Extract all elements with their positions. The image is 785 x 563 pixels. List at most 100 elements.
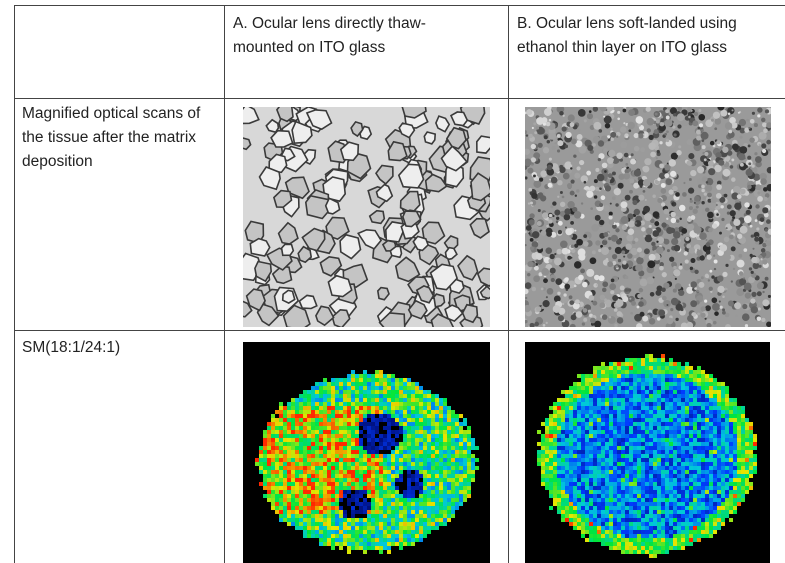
texture <box>645 478 649 482</box>
texture <box>730 210 736 216</box>
texture <box>383 482 387 486</box>
texture <box>571 139 577 145</box>
texture <box>629 418 633 422</box>
texture <box>585 442 589 446</box>
texture <box>343 526 347 530</box>
texture <box>311 478 315 482</box>
texture <box>669 430 673 434</box>
texture <box>670 308 673 311</box>
texture <box>655 290 661 296</box>
texture <box>323 474 327 478</box>
texture <box>403 382 407 386</box>
texture <box>761 318 765 322</box>
texture <box>673 289 677 293</box>
texture <box>597 406 601 410</box>
texture <box>737 478 741 482</box>
texture <box>629 482 633 486</box>
texture <box>287 518 291 522</box>
texture <box>703 196 706 199</box>
texture <box>303 506 307 510</box>
texture <box>283 422 287 426</box>
texture <box>625 442 629 446</box>
texture <box>435 458 439 462</box>
texture <box>689 398 693 402</box>
texture <box>697 382 701 386</box>
texture <box>585 402 589 406</box>
texture <box>597 386 601 390</box>
texture <box>565 410 569 414</box>
texture <box>303 470 307 474</box>
texture <box>593 442 597 446</box>
texture <box>327 414 331 418</box>
texture <box>705 414 709 418</box>
texture <box>383 530 387 534</box>
texture <box>415 414 419 418</box>
texture <box>387 402 391 406</box>
texture <box>439 406 443 410</box>
texture <box>295 406 299 410</box>
texture <box>575 195 577 197</box>
texture <box>701 486 705 490</box>
texture <box>679 218 681 220</box>
texture <box>555 278 562 285</box>
texture <box>411 466 415 470</box>
texture <box>343 534 347 538</box>
texture <box>673 370 677 374</box>
texture <box>475 458 479 462</box>
texture <box>725 414 729 418</box>
texture <box>633 362 637 366</box>
texture <box>311 462 315 466</box>
texture <box>725 390 729 394</box>
texture <box>753 434 757 438</box>
texture <box>569 406 573 410</box>
texture <box>571 314 577 320</box>
texture <box>375 418 379 422</box>
texture <box>267 434 271 438</box>
texture <box>733 430 737 434</box>
texture <box>554 210 560 216</box>
texture <box>665 414 669 418</box>
texture <box>613 442 617 446</box>
texture <box>299 474 303 478</box>
texture <box>660 118 664 122</box>
texture <box>601 386 605 390</box>
texture <box>581 394 585 398</box>
texture <box>633 446 637 450</box>
texture <box>347 454 351 458</box>
texture <box>383 478 387 482</box>
texture <box>637 390 641 394</box>
texture <box>407 426 411 430</box>
texture <box>423 498 427 502</box>
texture <box>561 466 565 470</box>
texture <box>303 478 307 482</box>
texture <box>327 402 331 406</box>
texture <box>709 418 713 422</box>
texture <box>714 127 717 130</box>
texture <box>661 434 665 438</box>
texture <box>287 494 291 498</box>
texture <box>645 446 649 450</box>
texture <box>295 426 299 430</box>
texture <box>435 522 439 526</box>
texture <box>737 466 741 470</box>
texture <box>569 414 573 418</box>
texture <box>311 458 315 462</box>
texture <box>657 478 661 482</box>
texture <box>557 478 561 482</box>
texture <box>558 315 564 321</box>
texture <box>661 414 665 418</box>
texture <box>589 478 593 482</box>
texture <box>411 458 415 462</box>
texture <box>569 321 572 324</box>
texture <box>339 458 343 462</box>
texture <box>331 418 335 422</box>
texture <box>347 474 351 478</box>
texture <box>259 446 263 450</box>
texture <box>307 410 311 414</box>
texture <box>601 490 605 494</box>
texture <box>689 206 693 210</box>
texture <box>585 378 589 382</box>
texture <box>367 406 371 410</box>
texture <box>279 510 283 514</box>
texture <box>729 422 733 426</box>
